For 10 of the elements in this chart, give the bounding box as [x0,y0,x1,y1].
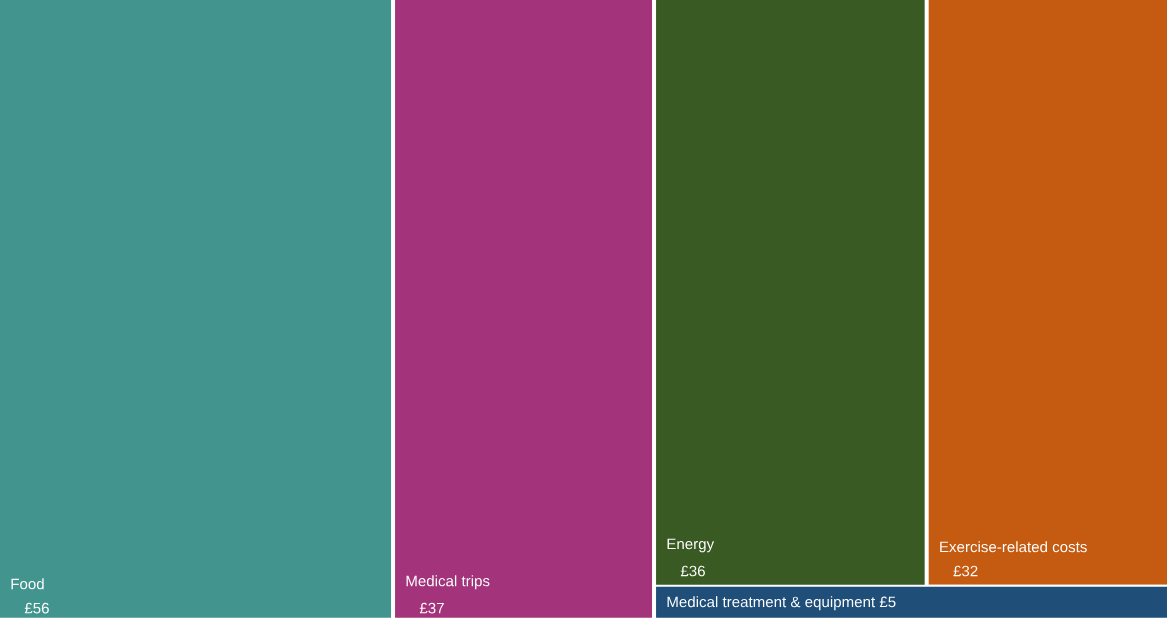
data-label: £5 [879,596,896,608]
data-label: £32 [953,565,978,577]
category-label: Energy [667,538,715,553]
data-label: £37 [419,602,444,614]
category-label: Medical trips [406,575,490,590]
data-label: £56 [24,602,49,614]
category-label: Medical treatment & equipment [667,596,876,611]
category-label: Food [11,578,44,590]
data-label: £36 [680,565,705,577]
category-label: Exercise-related costs [940,541,1087,553]
